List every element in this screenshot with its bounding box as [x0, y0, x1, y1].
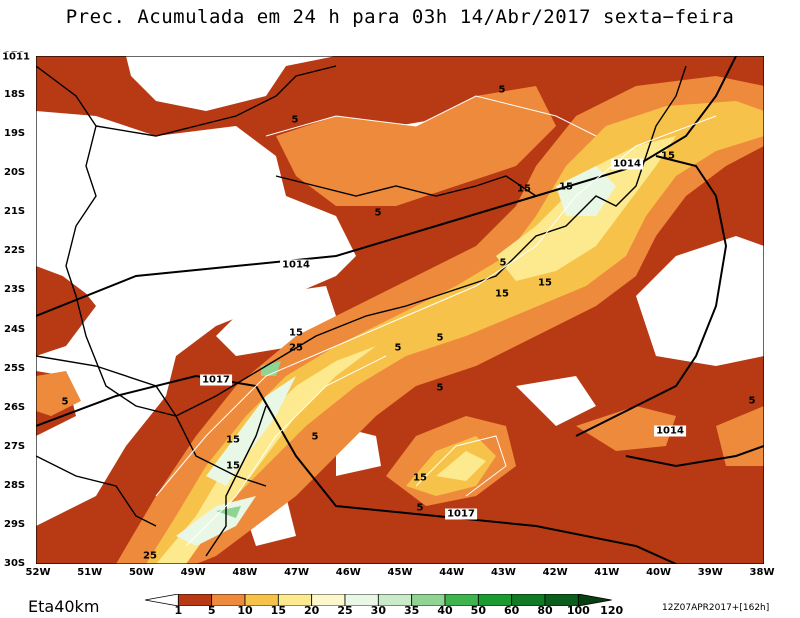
lon-label: 42W: [542, 567, 568, 578]
isobar-label: 1017: [445, 508, 477, 520]
colorbar-level-label: 80: [537, 604, 553, 617]
colorbar-level-label: 30: [370, 604, 386, 617]
lon-label: 45W: [387, 567, 413, 578]
lat-label: 26S: [4, 401, 26, 413]
contour-label: 15: [413, 472, 427, 484]
contour-label: 5: [416, 502, 424, 514]
run-label: 12Z07APR2017+[162h]: [662, 603, 770, 613]
isobar-label: 1014: [611, 158, 643, 170]
colorbar-level-label: 100: [566, 604, 590, 617]
lat-label: 19S: [4, 128, 26, 140]
lon-label: 52W: [25, 567, 51, 578]
contour-label: 15: [226, 460, 240, 472]
lon-label: 48W: [232, 567, 258, 578]
lat-label: 20S: [4, 167, 26, 179]
isobar-label: 1017: [200, 374, 232, 386]
contour-label: 5: [498, 84, 506, 96]
lat-label: 21S: [4, 206, 26, 218]
lon-label: 44W: [439, 567, 465, 578]
colorbar-arrow-left: [145, 594, 179, 606]
state-borders: [36, 65, 687, 557]
colorbar-level-label: 20: [304, 604, 320, 617]
lat-label: 18S: [4, 89, 26, 101]
colorbar-level-label: 35: [404, 604, 420, 617]
contour-label: 15: [517, 183, 531, 195]
contour-label: 15: [226, 434, 240, 446]
colorbar-level-label: 60: [504, 604, 520, 617]
precipitation-map: [36, 56, 764, 564]
lon-label: 41W: [594, 567, 620, 578]
contour-label: 5: [436, 382, 444, 394]
contour-label: 5: [374, 207, 382, 219]
map-title: Prec. Acumulada em 24 h para 03h 14/Abr/…: [65, 6, 735, 28]
lat-label: 24S: [4, 323, 26, 335]
lon-label: 38W: [749, 567, 775, 578]
lon-label: 46W: [335, 567, 361, 578]
isobar-lines: [36, 56, 764, 564]
contour-label: 5: [499, 257, 507, 269]
contour-label: 5: [61, 396, 69, 408]
colorbar-level-label: 5: [207, 604, 216, 617]
lat-label: 30S: [4, 558, 26, 569]
contour-label: 15: [538, 277, 552, 289]
contour-label: 5: [436, 332, 444, 344]
contour-label: 15: [661, 150, 675, 162]
colorbar: [145, 594, 612, 606]
lon-label: 40W: [646, 567, 672, 578]
isobar-label: 1014: [654, 425, 686, 437]
contour-label: 5: [748, 395, 756, 407]
contour-label: 15: [559, 181, 573, 193]
lat-label: 23S: [4, 284, 26, 296]
colorbar-level-label: 50: [470, 604, 486, 617]
colorbar-arrow-right: [577, 594, 612, 606]
lat-label: 25S: [4, 362, 26, 374]
model-label: Eta40km: [28, 597, 100, 616]
colorbar-level-label: 40: [437, 604, 453, 617]
lat-label: 27S: [4, 440, 26, 452]
lon-label: 47W: [284, 567, 310, 578]
contour-label: 5: [311, 431, 319, 443]
lon-label: 49W: [180, 567, 206, 578]
contour-label: 25: [143, 550, 157, 562]
colorbar-level-label: 25: [337, 604, 353, 617]
lon-label: 51W: [77, 567, 103, 578]
contour-label: 15: [495, 288, 509, 300]
isobar-label: 1011: [0, 51, 32, 63]
contour-label: 5: [291, 114, 299, 126]
lat-label: 29S: [4, 518, 26, 530]
precip-contours: [155, 95, 717, 547]
contour-label: 5: [394, 342, 402, 354]
colorbar-level-label: 15: [270, 604, 286, 617]
lat-label: 22S: [4, 245, 26, 257]
colorbar-level-label: 120: [600, 604, 624, 617]
colorbar-level-label: 1: [174, 604, 183, 617]
lat-label: 28S: [4, 479, 26, 491]
lon-label: 50W: [128, 567, 154, 578]
contour-label: 25: [289, 342, 303, 354]
isobar-label: 1014: [280, 259, 312, 271]
colorbar-level-label: 10: [237, 604, 253, 617]
lon-label: 43W: [490, 567, 516, 578]
colorbar-swatch: [177, 594, 213, 606]
lon-label: 39W: [697, 567, 723, 578]
contour-label: 15: [289, 327, 303, 339]
